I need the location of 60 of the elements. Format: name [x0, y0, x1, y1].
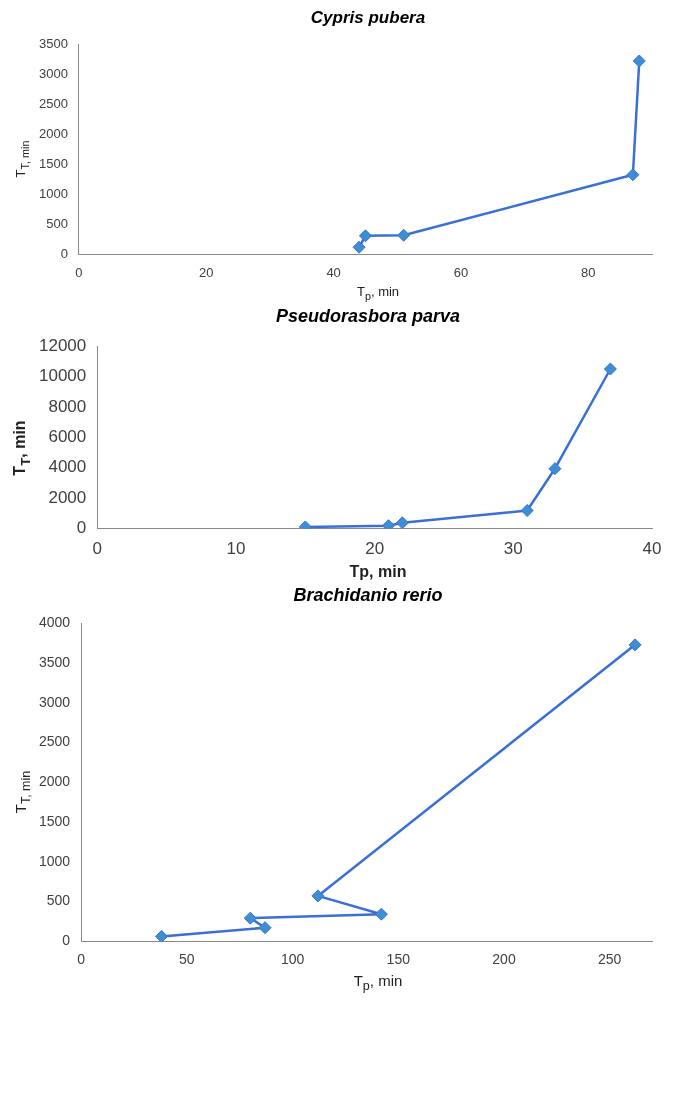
y-tick-label: 12000 [38, 335, 87, 355]
point [382, 518, 396, 529]
point [628, 637, 642, 651]
y-tick-label: 1000 [39, 186, 68, 202]
point [395, 515, 409, 529]
y-tick-label: 0 [76, 517, 87, 537]
y-tick-label: 500 [46, 891, 71, 908]
y-tick-label: 6000 [48, 426, 87, 446]
point [311, 889, 325, 903]
point [374, 907, 388, 921]
y-tick-label: 1000 [38, 852, 71, 869]
x-axis-title: T$_{p}$, min [352, 971, 404, 993]
y-tick-label: 4000 [48, 457, 87, 477]
y-tick-label: 10000 [38, 365, 87, 385]
y-tick-label: 1500 [39, 156, 68, 172]
point [154, 929, 168, 941]
y-tick-label: 3000 [38, 693, 71, 710]
point [626, 168, 640, 182]
x-tick-label: 20 [365, 539, 385, 559]
chart-title: Brachidanio rerio [292, 584, 444, 606]
chart-title: Pseudorasbora parva [274, 305, 462, 327]
y-tick-label: 0 [60, 245, 68, 261]
point [632, 54, 646, 68]
y-tick-label: 3500 [38, 653, 71, 670]
y-tick-label: 3000 [39, 66, 68, 82]
point [603, 362, 617, 376]
y-tick-label: 0 [62, 931, 71, 948]
x-tick-label: 50 [179, 951, 195, 968]
y-tick-label: 2500 [38, 733, 71, 750]
point [258, 920, 272, 934]
y-tick-label: 2500 [39, 96, 68, 112]
point [397, 228, 411, 242]
x-tick-label: 30 [503, 539, 523, 559]
x-tick-label: 200 [492, 951, 516, 968]
point [358, 229, 372, 243]
y-tick-label: 2000 [38, 772, 71, 789]
x-tick-label: 20 [199, 264, 214, 280]
x-axis-title: Tp, min [348, 562, 408, 581]
x-tick-label: 100 [280, 951, 305, 968]
chart-title: Cypris pubera [309, 8, 427, 28]
y-tick-label: 4000 [38, 613, 71, 630]
x-tick-label: 0 [92, 539, 103, 559]
x-tick-label: 80 [581, 264, 596, 280]
y-tick-label: 1500 [38, 812, 71, 829]
y-tick-label: 500 [46, 216, 68, 232]
x-axis-title: T$_{p}$, min [355, 284, 401, 302]
point [548, 461, 562, 475]
x-tick-label: 250 [598, 951, 622, 968]
x-tick-label: 150 [386, 951, 411, 968]
y-tick-label: 2000 [39, 126, 68, 142]
x-tick-label: 40 [642, 539, 662, 559]
point [243, 911, 257, 925]
y-tick-label: 8000 [48, 396, 87, 416]
y-tick-label: 2000 [48, 487, 87, 507]
x-tick-label: 60 [453, 264, 469, 280]
y-tick-label: 3500 [39, 36, 68, 52]
point [520, 503, 534, 517]
point [352, 240, 366, 254]
x-tick-label: 10 [226, 539, 246, 559]
x-tick-label: 40 [326, 264, 341, 280]
